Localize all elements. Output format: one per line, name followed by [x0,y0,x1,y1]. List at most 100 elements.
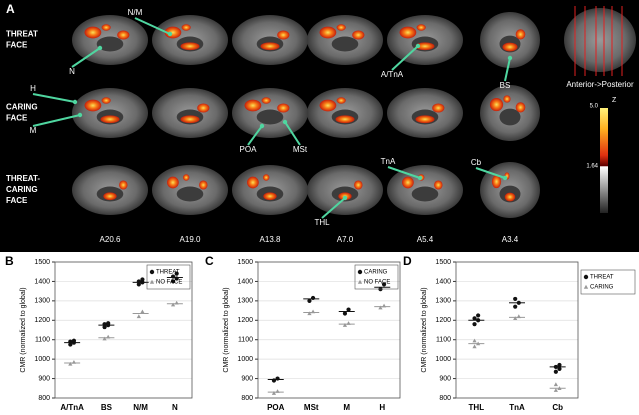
brain-fold [96,36,124,52]
y-tick-label: 1100 [35,337,50,344]
panel-a: A THREAT FACE CARING FACE THREAT- CARING FACE A2… [6,2,636,244]
annotation-arrow [475,167,506,179]
activation-blob [244,99,262,112]
annotation-label: M [30,126,37,135]
y-tick-label: 1200 [34,317,50,324]
legend-label: NO FACE [364,280,390,286]
annotation-arrow [391,45,419,71]
data-point [136,314,141,319]
panel-letter: C [205,254,214,268]
activation-blob [504,192,516,202]
arrow-head [342,195,348,201]
data-point [342,311,348,316]
arrow-head [507,55,513,61]
x-tick-label: THL [469,403,485,412]
plot-frame [455,261,579,399]
data-point [476,341,481,346]
column-label: A7.0 [337,235,354,244]
legend-marker [357,269,363,275]
y-tick-label: 1300 [435,298,451,305]
data-point [174,300,179,305]
legend-box [354,264,399,290]
data-point [476,318,481,323]
activation-blob [319,26,337,39]
annotation-arrow [247,125,263,146]
data-point [553,364,558,370]
data-point [472,338,477,343]
activation-blob [263,174,270,181]
activation-blob [336,97,346,104]
data-point [106,334,111,339]
legend-box [146,264,191,290]
colorbar-min: 1.64 [586,164,598,170]
activation-blob [180,115,200,124]
data-point [472,322,477,327]
data-point [513,304,518,309]
y-tick-label: 1000 [435,356,451,363]
activation-blob [432,103,445,113]
activation-blob [352,30,365,40]
data-point [472,316,477,321]
activation-blob [491,175,502,189]
arrow-head [97,45,103,51]
activation-blob [503,95,511,103]
activation-blob [399,26,417,39]
data-point [71,359,77,364]
activation-blob [180,42,200,51]
activation-blob [277,103,290,113]
activation-blob [415,42,435,51]
data-point [307,298,312,303]
activation-blob [183,174,190,181]
activation-blob [101,24,111,31]
y-tick-label: 1400 [435,278,451,285]
annotation-label: Cb [471,158,482,167]
row-label: THREAT- [6,174,40,183]
legend-label: NO FACE [156,280,182,286]
y-tick-label: 1400 [34,278,50,285]
data-point [136,282,141,287]
panel-letter: A [6,2,15,16]
activation-blob [489,98,504,112]
y-axis-label: CMR (normalized to global) [20,287,27,372]
panel-letter: B [5,254,14,268]
y-tick-label: 800 [38,395,50,402]
orientation-label: Anterior->Posterior [566,80,634,89]
data-point [310,295,316,301]
data-point [557,362,562,368]
y-axis-label: CMR (normalized to global) [223,287,230,372]
data-point [553,388,558,392]
y-tick-label: 1500 [34,259,50,266]
legend-box [580,269,636,295]
y-tick-label: 1100 [436,337,451,344]
data-point [102,324,107,330]
data-point [275,376,280,381]
column-label: A3.4 [502,235,519,244]
x-tick-label: N/M [133,403,148,412]
activation-blob [515,29,526,40]
brain-fold [176,186,204,202]
activation-blob [336,24,346,31]
row-label: CARING [6,103,38,112]
data-point [140,280,145,285]
annotation-arrow [504,57,511,82]
y-tick-label: 1200 [237,317,253,324]
annotation-label: H [30,84,36,93]
data-point [102,336,107,341]
x-tick-label: M [343,403,350,412]
arrow-head [77,112,83,118]
data-point [346,321,351,325]
arrow-head [502,175,508,181]
activation-blob [100,115,120,124]
data-point [140,309,145,314]
activation-blob [354,180,363,190]
data-point [174,276,179,281]
annotation-arrow [71,47,101,68]
annotation-arrow [32,93,76,103]
annotation-label: MSt [293,145,308,154]
column-label: A19.0 [180,235,201,244]
data-point [140,277,145,282]
brain-fold [331,36,359,52]
data-point [102,322,107,327]
data-point [136,279,141,284]
